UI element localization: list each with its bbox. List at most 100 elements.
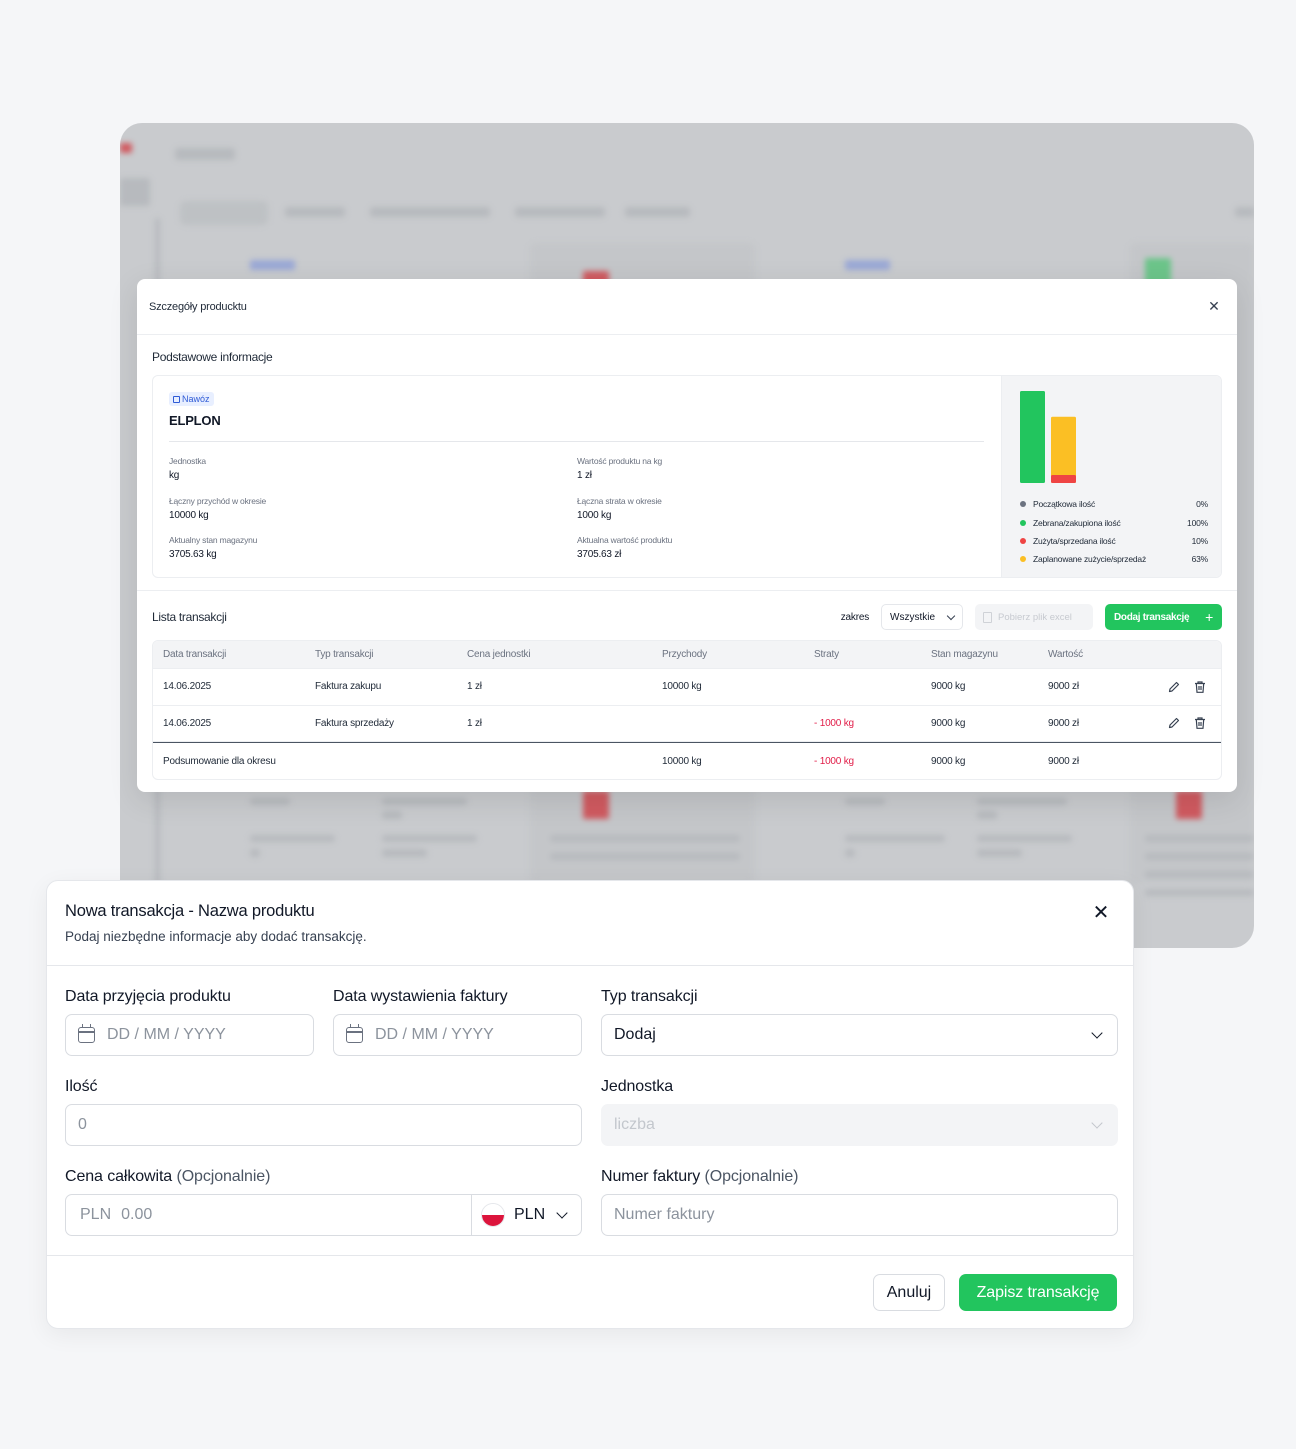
field-total-income: Łączny przychód w okresie 10000 kg [169,496,266,521]
row-actions [1167,669,1207,705]
currency-value: PLN [514,1206,546,1223]
column-header: Stan magazynu [931,649,998,660]
divider [47,965,1133,966]
invoice-number-placeholder: Numer faktury [614,1206,715,1223]
range-select-value: Wszystkie [890,611,935,623]
unit-placeholder: liczba [614,1116,655,1133]
product-details-modal: Szczegóły producktu ✕ Podstawowe informa… [137,279,1237,792]
transaction-type-value: Dodaj [614,1026,656,1043]
legend-percent: 10% [1191,535,1209,546]
chevron-down-icon [1091,1027,1103,1039]
add-transaction-button[interactable]: Dodaj transakcję + [1105,604,1222,630]
legend-dot [1020,556,1026,563]
legend-dot [1020,537,1026,544]
edit-icon[interactable] [1167,680,1181,694]
column-header: Data transakcji [163,649,227,660]
invoice-date-input[interactable]: DD / MM / YYYY [333,1014,582,1056]
transaction-type-label: Typ transakcji [601,988,698,1005]
legend-dot [1020,519,1026,526]
divider [169,441,984,442]
field-label: Aktualna wartość produktu [577,535,673,545]
stock-chart-panel: Początkowa ilość 0% Zebrana/zakupiona il… [1001,376,1221,577]
edit-icon[interactable] [1167,716,1181,730]
legend-percent: 100% [1187,517,1208,528]
invoice-date-label: Data wystawienia faktury [333,988,508,1005]
cell-stock: 9000 kg [931,681,966,693]
new-transaction-modal: Nowa transakcja - Nazwa produktu Podaj n… [46,880,1134,1329]
field-label: Łączna strata w okresie [577,496,662,506]
basic-info-title: Podstawowe informacje [152,350,273,364]
column-header: Wartość [1048,649,1083,660]
legend-percent: 0% [1196,499,1208,510]
receipt-date-placeholder: DD / MM / YYYY [107,1026,226,1043]
divider [47,1255,1133,1256]
transactions-toolbar: zakres Wszystkie Pobierz plik excel Doda… [841,604,1222,630]
trash-icon[interactable] [1193,680,1207,694]
field-value: 3705.63 kg [169,549,217,560]
cell-date: 14.06.2025 [163,717,212,729]
summary-stock: 9000 kg [931,755,966,767]
column-header: Typ transakcji [315,649,374,660]
chevron-down-icon [556,1207,568,1219]
total-price-placeholder: 0.00 [121,1206,153,1223]
chart-legend: Początkowa ilość 0% Zebrana/zakupiona il… [1020,495,1208,569]
cell-unit-price: 1 zł [467,681,482,693]
total-price-label: Cena całkowita (Opcjonalnie) [65,1168,270,1186]
product-name: ELPLON [169,413,221,428]
invoice-number-label-text: Numer faktury [601,1168,701,1185]
field-label: Aktualny stan magazynu [169,535,258,545]
field-value: 10000 kg [169,510,209,521]
save-transaction-button[interactable]: Zapisz transakcję [959,1274,1117,1311]
product-info-card: Nawóz ELPLON Jednostka kg Wartość produk… [152,375,1222,578]
quantity-input[interactable]: 0 [65,1104,582,1146]
category-label: Nawóz [182,394,210,404]
transactions-title: Lista transakcji [152,610,227,624]
modal-header: Szczegóły producktu [137,279,1237,335]
poland-flag-icon [481,1203,505,1227]
summary-row: Podsumowanie dla okresu 10000 kg - 1000 … [153,742,1221,779]
legend-percent: 63% [1191,554,1209,565]
field-value: kg [169,470,180,481]
unit-select[interactable]: liczba [601,1104,1118,1146]
calendar-icon [78,1024,95,1043]
trash-icon[interactable] [1193,716,1207,730]
summary-value: 9000 zł [1048,755,1079,767]
cancel-button[interactable]: Anuluj [873,1274,945,1311]
calendar-icon [346,1024,363,1043]
invoice-date-placeholder: DD / MM / YYYY [375,1026,494,1043]
modal-title: Szczegóły producktu [149,300,247,313]
field-label: Wartość produktu na kg [577,456,663,466]
invoice-number-label: Numer faktury (Opcjonalnie) [601,1168,798,1186]
close-icon[interactable]: ✕ [1092,902,1110,924]
cell-type: Faktura zakupu [315,681,382,693]
invoice-number-input[interactable]: Numer faktury [601,1194,1118,1236]
legend-label: Początkowa ilość [1033,499,1095,510]
row-actions [1167,706,1207,742]
cell-value: 9000 zł [1048,681,1079,693]
legend-dot [1020,501,1026,508]
cell-loss: - 1000 kg [814,717,854,729]
field-unit: Jednostka kg [169,456,206,481]
column-header: Cena jednostki [467,649,531,660]
file-icon [983,611,992,623]
range-select[interactable]: Wszystkie [881,604,963,630]
plus-icon: + [1205,609,1213,625]
summary-loss: - 1000 kg [814,755,854,767]
chart-bar-overlay [1051,475,1076,483]
cell-value: 9000 zł [1048,717,1079,729]
legend-item: Zaplanowane zużycie/sprzedaż 63% [1020,550,1208,568]
total-price-input[interactable]: PLN 0.00 PLN [65,1194,582,1236]
cell-unit-price: 1 zł [467,717,482,729]
field-value: 3705.63 zł [577,549,622,560]
field-total-loss: Łączna strata w okresie 1000 kg [577,496,662,521]
summary-label: Podsumowanie dla okresu [163,755,276,767]
download-excel-button[interactable]: Pobierz plik excel [975,604,1093,630]
legend-label: Zużyta/sprzedana ilość [1033,535,1116,546]
close-icon[interactable]: ✕ [1208,298,1220,314]
transaction-type-select[interactable]: Dodaj [601,1014,1118,1056]
divider [137,590,1237,591]
currency-select[interactable]: PLN [471,1195,581,1235]
receipt-date-input[interactable]: DD / MM / YYYY [65,1014,314,1056]
optional-hint: (Opcjonalnie) [176,1168,271,1185]
field-current-value: Aktualna wartość produktu 3705.63 zł [577,535,672,560]
